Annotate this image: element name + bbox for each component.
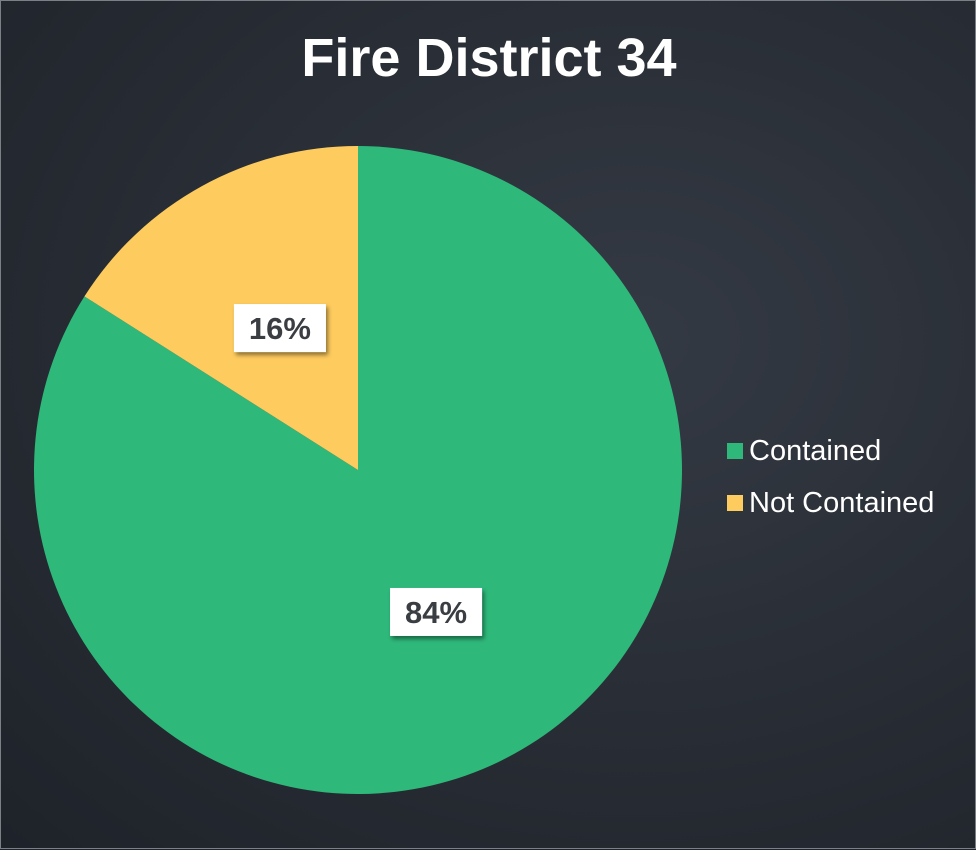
legend: Contained Not Contained: [727, 425, 934, 529]
legend-item-contained: Contained: [727, 425, 934, 477]
pie-slice-contained: [33, 146, 683, 795]
data-label: 84%: [390, 587, 483, 636]
legend-swatch: [727, 443, 743, 459]
legend-swatch: [727, 495, 743, 511]
data-label: 16%: [233, 304, 326, 353]
legend-item-not-contained: Not Contained: [727, 477, 934, 529]
legend-label: Not Contained: [749, 486, 935, 519]
chart-title: Fire District 34: [301, 28, 677, 88]
pie-slice-not-contained: [84, 146, 359, 470]
data-label-text: 16%: [249, 311, 311, 346]
legend-label: Contained: [749, 434, 882, 467]
data-label-box: [233, 304, 326, 353]
data-label-box: [390, 587, 483, 636]
data-label-text: 84%: [405, 595, 467, 630]
